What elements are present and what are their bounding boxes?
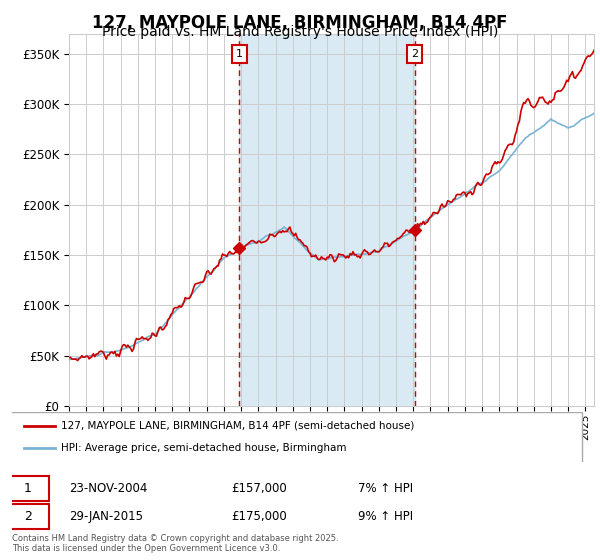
FancyBboxPatch shape	[6, 476, 49, 501]
Text: 127, MAYPOLE LANE, BIRMINGHAM, B14 4PF (semi-detached house): 127, MAYPOLE LANE, BIRMINGHAM, B14 4PF (…	[61, 421, 415, 431]
Text: 9% ↑ HPI: 9% ↑ HPI	[358, 510, 413, 524]
Text: 7% ↑ HPI: 7% ↑ HPI	[358, 482, 413, 495]
Text: £157,000: £157,000	[231, 482, 287, 495]
Text: 1: 1	[236, 49, 243, 59]
Text: 2: 2	[411, 49, 418, 59]
Text: £175,000: £175,000	[231, 510, 287, 524]
Bar	[239, 34, 415, 406]
Text: 29-JAN-2015: 29-JAN-2015	[70, 510, 143, 524]
Text: 127, MAYPOLE LANE, BIRMINGHAM, B14 4PF: 127, MAYPOLE LANE, BIRMINGHAM, B14 4PF	[92, 14, 508, 32]
FancyBboxPatch shape	[6, 412, 582, 463]
Text: 1: 1	[24, 482, 32, 495]
Text: Contains HM Land Registry data © Crown copyright and database right 2025.
This d: Contains HM Land Registry data © Crown c…	[12, 534, 338, 553]
Text: Price paid vs. HM Land Registry's House Price Index (HPI): Price paid vs. HM Land Registry's House …	[102, 25, 498, 39]
Text: 2: 2	[24, 510, 32, 524]
FancyBboxPatch shape	[6, 504, 49, 530]
Text: 23-NOV-2004: 23-NOV-2004	[70, 482, 148, 495]
Text: HPI: Average price, semi-detached house, Birmingham: HPI: Average price, semi-detached house,…	[61, 443, 346, 453]
